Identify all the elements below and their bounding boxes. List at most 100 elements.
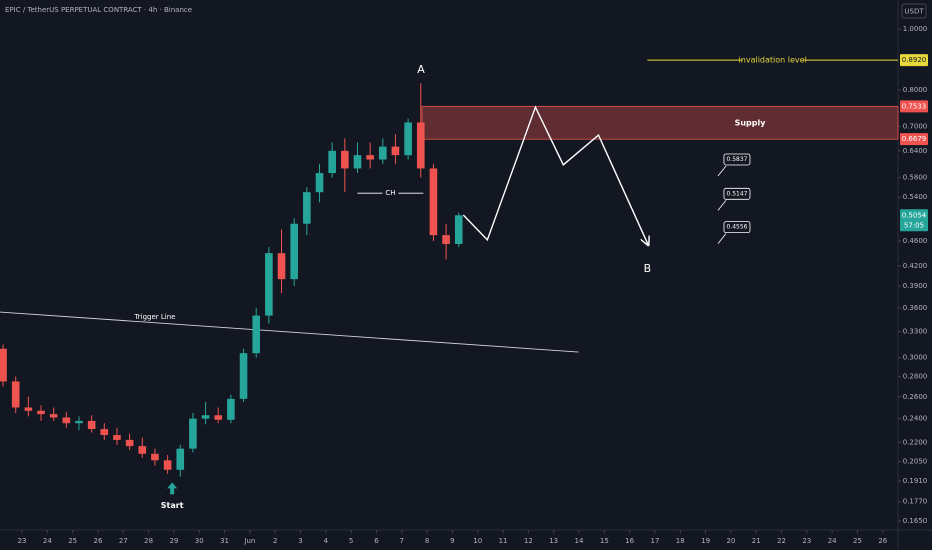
x-tick-label: 26	[94, 537, 103, 545]
x-tick-label: 9	[450, 537, 454, 545]
x-tick-label: 16	[625, 537, 634, 545]
candle-body	[138, 446, 147, 454]
level-tag-bg	[900, 54, 928, 67]
x-tick-label: 6	[374, 537, 379, 545]
last-price-bg	[900, 209, 928, 232]
candle-body	[391, 146, 400, 156]
candle-body	[378, 146, 387, 160]
x-tick-label: 22	[777, 537, 786, 545]
y-tick-label: 0.2050	[903, 458, 928, 466]
countdown: 57:05	[904, 221, 924, 229]
x-tick-label: 25	[853, 537, 862, 545]
candle-body	[24, 407, 33, 411]
trigger-line	[0, 311, 579, 353]
x-tick-label: 13	[549, 537, 558, 545]
y-tick-label: 0.4600	[903, 237, 928, 245]
x-tick-label: 25	[68, 537, 77, 545]
y-tick-label: 0.8000	[903, 86, 928, 94]
y-tick-label: 1.0000	[903, 25, 928, 33]
x-tick-label: 4	[324, 537, 329, 545]
candle-body	[315, 173, 324, 193]
y-tick-label: 0.4200	[903, 262, 928, 270]
candle-body	[125, 439, 134, 447]
x-tick-label: 29	[169, 537, 178, 545]
candle-body	[328, 150, 336, 174]
x-tick-label: 3	[298, 537, 302, 545]
y-tick-label: 0.3300	[903, 328, 928, 336]
level-tag: 0.8920	[902, 56, 927, 64]
candle-body	[49, 414, 58, 418]
candle-body	[0, 348, 7, 382]
x-tick-label: 11	[499, 537, 508, 545]
candle-body	[214, 415, 223, 420]
x-tick-label: 7	[400, 537, 404, 545]
x-tick-label: 15	[600, 537, 609, 545]
y-tick-label: 0.7000	[903, 122, 928, 130]
price-label: 0.4556	[726, 224, 747, 231]
y-tick-label: 0.2800	[903, 373, 928, 381]
x-tick-label: 27	[119, 537, 128, 545]
candle-body	[290, 223, 298, 280]
price-label-box	[723, 221, 751, 234]
x-tick-label: 30	[195, 537, 204, 545]
candle-body	[454, 215, 463, 244]
x-tick-label: 12	[524, 537, 533, 545]
x-tick-label: 26	[878, 537, 887, 545]
level-label: invalidation level	[739, 56, 807, 65]
zone-low-tag-bg	[900, 133, 928, 146]
candle-body	[163, 460, 172, 470]
candle-body	[442, 235, 450, 244]
x-tick-label: 10	[473, 537, 482, 545]
candle-body	[151, 453, 159, 461]
y-tick-label: 0.3000	[903, 354, 928, 362]
y-tick-label: 0.6400	[903, 147, 928, 155]
zone-high-tag: 0.7533	[902, 102, 927, 110]
x-tick-label: 20	[726, 537, 735, 545]
x-tick-label: 14	[575, 537, 584, 545]
x-tick-label: Jun	[243, 537, 255, 545]
y-tick-label: 0.3900	[903, 282, 928, 290]
x-tick-label: 23	[18, 537, 27, 545]
candle-body	[353, 155, 362, 169]
x-tick-label: 28	[144, 537, 153, 545]
ch-label-bg	[382, 188, 399, 199]
zone-label: Supply	[735, 118, 767, 127]
wave-point-label: B	[644, 262, 652, 275]
candle-body	[277, 253, 286, 280]
y-tick-label: 0.5400	[903, 193, 928, 201]
currency-box[interactable]	[901, 3, 927, 19]
x-tick-label: 23	[802, 537, 811, 545]
zone-low-tag: 0.6679	[902, 135, 927, 143]
y-tick-label: 0.1770	[903, 498, 928, 506]
zone-high-tag-bg	[900, 100, 928, 113]
candle-body	[87, 420, 96, 430]
y-tick-label: 0.2400	[903, 415, 928, 423]
price-label-pointer	[717, 233, 727, 244]
price-label-box	[723, 187, 751, 200]
y-tick-label: 0.5800	[903, 174, 928, 182]
start-label: Start	[161, 501, 184, 510]
candle-body	[100, 429, 109, 436]
wave-point-label: A	[417, 63, 425, 76]
candle-body	[201, 415, 210, 419]
candle-body	[341, 150, 349, 169]
x-tick-label: 8	[425, 537, 429, 545]
y-tick-label: 0.1650	[903, 517, 928, 525]
price-label-pointer	[717, 165, 727, 177]
supply-zone	[421, 105, 899, 140]
candle-body	[227, 398, 235, 420]
x-tick-label: 24	[43, 537, 52, 545]
x-tick-label: 31	[220, 537, 229, 545]
y-tick-label: 0.2200	[903, 438, 928, 446]
price-label-pointer	[717, 200, 727, 211]
x-tick-label: 17	[650, 537, 659, 545]
price-label: 0.5837	[726, 156, 747, 163]
trigger-label: Trigger Line	[134, 313, 176, 321]
price-label-box	[723, 153, 751, 166]
currency: USDT	[904, 8, 924, 16]
candle-body	[37, 410, 45, 415]
ch-label: CH	[385, 189, 395, 197]
